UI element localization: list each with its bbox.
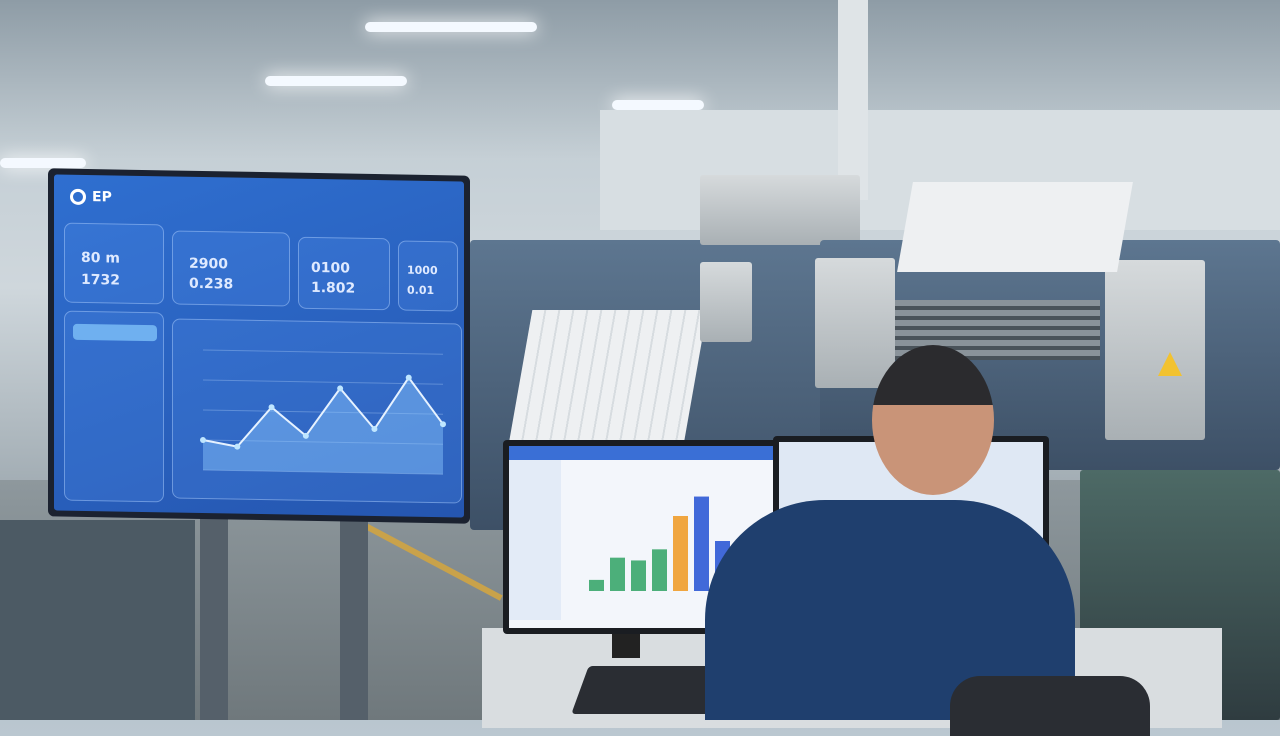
dashboard-monitor: EP 80 m 1732 2900 0.238 0100 1.802 1000 … (48, 168, 470, 524)
ceiling-light (365, 22, 537, 32)
control-cabinet (700, 262, 752, 342)
data-point (440, 421, 446, 428)
area-fill (203, 377, 443, 475)
kpi-value: 1000 (407, 263, 438, 278)
data-point (371, 426, 378, 433)
kpi-card: 2900 0.238 (172, 230, 290, 307)
kpi-value: 2900 (189, 255, 228, 273)
bar (589, 579, 604, 591)
bar (694, 496, 709, 591)
bar (610, 557, 625, 591)
printed-sheet (897, 182, 1133, 272)
data-point (302, 432, 309, 439)
sidebar-panel (64, 310, 164, 503)
data-point (337, 385, 344, 392)
dashboard-screen: EP 80 m 1732 2900 0.238 0100 1.802 1000 … (54, 174, 464, 518)
kpi-value: 1732 (81, 271, 120, 289)
kpi-card: 1000 0.01 (398, 240, 458, 312)
ceiling-light (612, 100, 704, 110)
chair (950, 676, 1150, 736)
ceiling-light (265, 76, 407, 86)
ceiling-light (0, 158, 86, 168)
line-chart (200, 349, 446, 475)
paper-roll (507, 310, 708, 450)
kpi-card: 80 m 1732 (64, 222, 164, 305)
kpi-value: 0.238 (189, 275, 234, 293)
data-point (405, 374, 412, 381)
cabinet (0, 520, 195, 720)
data-point (268, 404, 275, 411)
bar (652, 549, 667, 591)
kpi-value: 0100 (311, 259, 350, 277)
gridline (203, 379, 443, 385)
kpi-value: 80 m (81, 249, 120, 267)
gridline (203, 349, 443, 355)
data-point (200, 437, 206, 444)
kpi-value: 0.01 (407, 283, 435, 298)
machine-hood (700, 175, 860, 245)
app-sidebar (509, 460, 561, 620)
pillar (838, 0, 868, 200)
chart-panel (172, 318, 462, 504)
worker-head (872, 345, 994, 495)
control-panel (815, 258, 895, 388)
kpi-card: 0100 1.802 (298, 236, 390, 311)
app-header (509, 446, 773, 460)
gridline (203, 469, 443, 475)
bar (673, 516, 688, 591)
logo-icon (70, 188, 86, 205)
bar (631, 560, 646, 591)
series-line (202, 375, 444, 448)
electrical-cabinet (1105, 260, 1205, 440)
monitor-stand (200, 510, 228, 720)
data-point (234, 443, 241, 450)
dashboard-title: EP (92, 189, 112, 206)
kpi-value: 1.802 (311, 279, 356, 297)
sidebar-active-item[interactable] (73, 323, 157, 342)
monitor-stand (340, 510, 368, 720)
